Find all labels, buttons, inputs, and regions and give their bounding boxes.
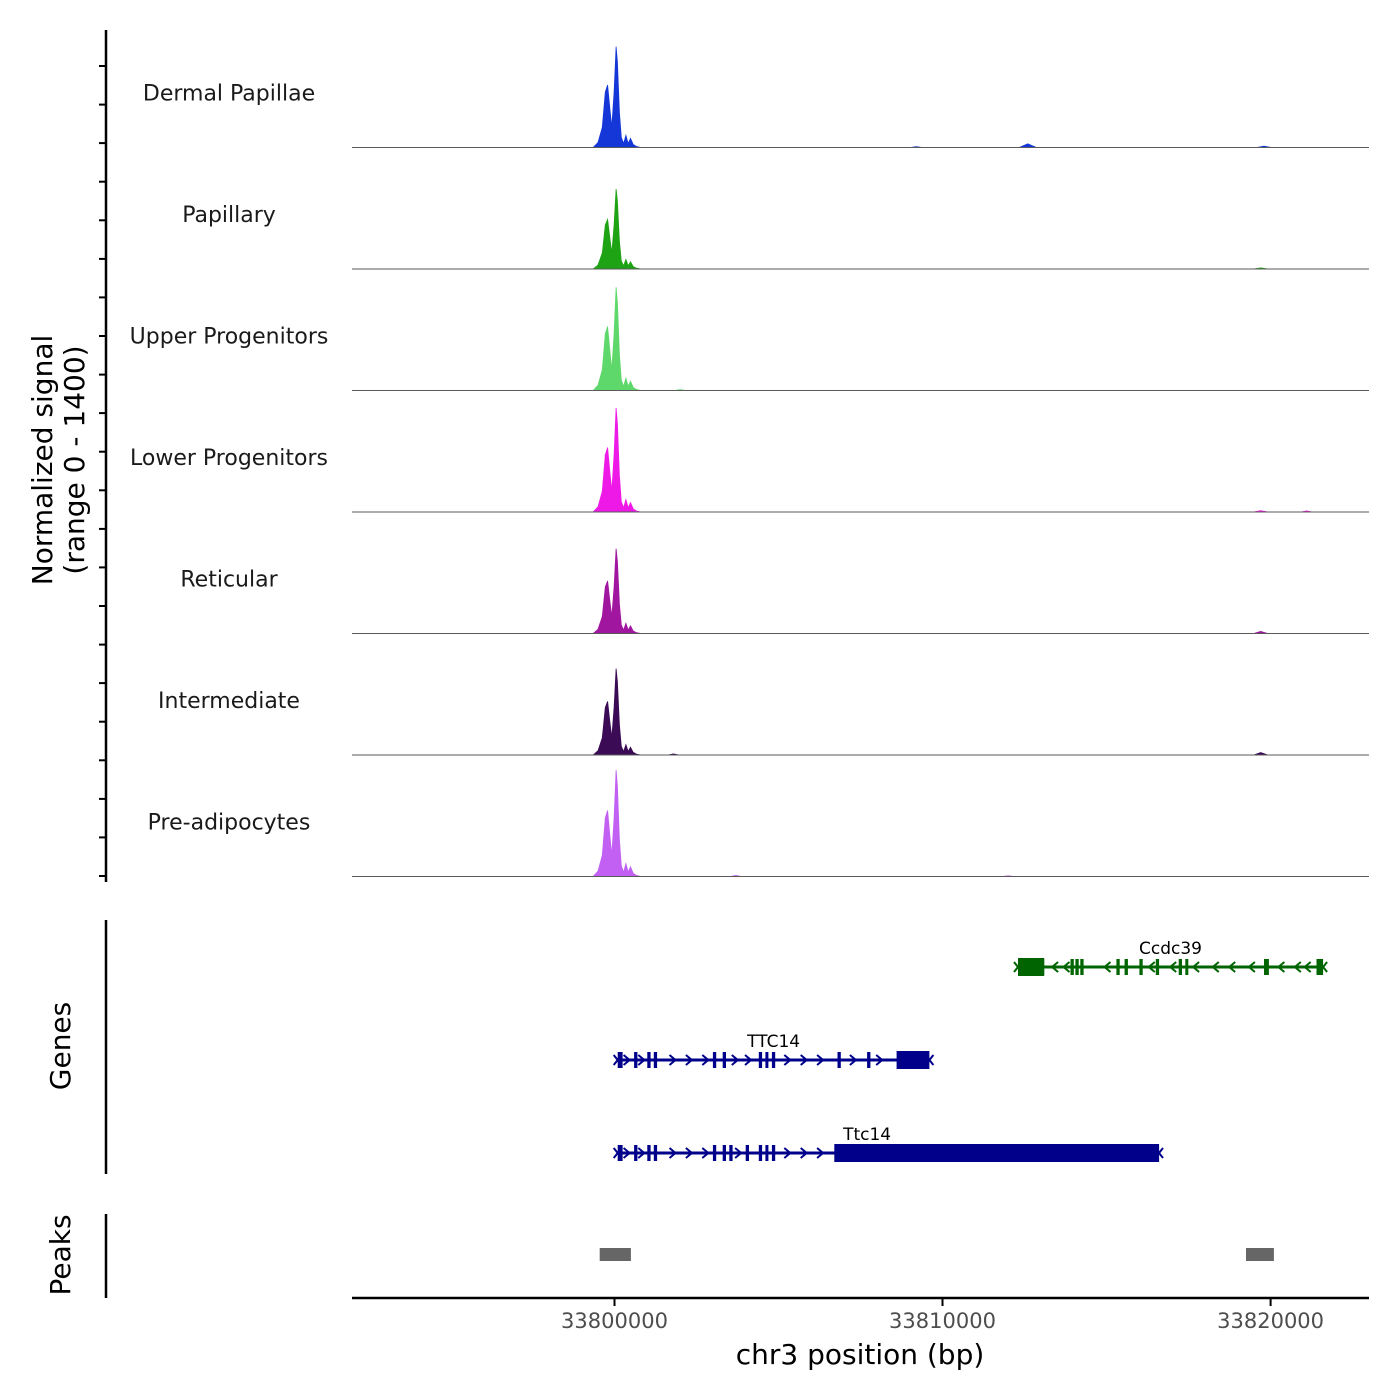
coverage-peak <box>593 189 641 269</box>
coverage-minor-peak <box>1020 144 1036 148</box>
gene-exon <box>713 1145 716 1161</box>
gene-exon <box>772 1052 775 1068</box>
gene-exon <box>647 1145 650 1161</box>
gene-exon <box>1179 959 1182 975</box>
gene-exon <box>1125 959 1128 975</box>
coverage-peak <box>593 287 641 390</box>
gene-exon <box>1116 959 1119 975</box>
track-label: Lower Progenitors <box>130 446 328 471</box>
gene-exon <box>647 1052 650 1068</box>
gene-coding-block <box>897 1051 930 1069</box>
track-label: Dermal Papillae <box>143 82 315 107</box>
y-axis-title: Normalized signal (range 0 - 1400) <box>26 335 91 586</box>
coverage-track: Dermal Papillae <box>143 47 1369 148</box>
genome-browser-figure: Normalized signal (range 0 - 1400) Derma… <box>0 0 1400 1400</box>
gene-exon <box>838 1052 841 1068</box>
gene-exon <box>867 1052 870 1068</box>
genes-panel-title: Genes <box>44 1002 77 1090</box>
coverage-peak <box>593 549 641 634</box>
track-label: Pre-adipocytes <box>148 811 311 836</box>
coverage-track: Pre-adipocytes <box>148 770 1369 876</box>
gene-exon <box>1185 959 1188 975</box>
gene-exon <box>1075 959 1078 975</box>
peak-region <box>1246 1248 1274 1261</box>
y-axis-title-line2: (range 0 - 1400) <box>58 345 91 574</box>
coverage-track: Upper Progenitors <box>130 287 1369 390</box>
peak-region <box>600 1248 631 1261</box>
gene-coding-block <box>834 1144 1159 1162</box>
coverage-track: Papillary <box>182 189 1369 269</box>
track-label: Reticular <box>180 568 278 593</box>
coverage-peak <box>593 669 641 755</box>
peak-track <box>600 1248 1274 1261</box>
gene-exon <box>765 1145 768 1161</box>
gene-label: Ttc14 <box>842 1125 891 1145</box>
peaks-panel-title: Peaks <box>44 1214 77 1295</box>
gene-exon <box>713 1052 716 1068</box>
gene-exon <box>654 1145 657 1161</box>
gene-model: Ccdc39 <box>1014 939 1327 976</box>
gene-label: TTC14 <box>746 1032 800 1052</box>
y-axis-title-line1: Normalized signal <box>26 335 59 586</box>
coverage-tracks: Dermal Papillae Papillary Upper Progenitor… <box>130 47 1369 877</box>
track-label: Intermediate <box>158 689 300 714</box>
gene-model: Ttc14 <box>614 1125 1163 1162</box>
x-axis-title: chr3 position (bp) <box>736 1338 985 1371</box>
gene-exon <box>634 1052 637 1068</box>
gene-model: TTC14 <box>614 1032 934 1069</box>
coverage-peak <box>593 408 641 512</box>
coverage-track: Intermediate <box>158 669 1369 755</box>
coverage-peak <box>593 47 641 148</box>
gene-exon <box>1080 959 1083 975</box>
gene-exon <box>772 1145 775 1161</box>
x-tick-label: 33820000 <box>1217 1309 1324 1333</box>
x-tick-label: 33810000 <box>889 1309 996 1333</box>
coverage-track: Lower Progenitors <box>130 408 1369 512</box>
gene-exon <box>634 1145 637 1161</box>
gene-exon <box>765 1052 768 1068</box>
gene-exon <box>723 1052 726 1068</box>
gene-label: Ccdc39 <box>1139 939 1202 959</box>
gene-track: Ccdc39 TTC14 Ttc14 <box>614 939 1327 1162</box>
coverage-track: Reticular <box>180 549 1369 634</box>
gene-exon <box>1156 959 1159 975</box>
coverage-peak <box>593 770 641 876</box>
gene-exon <box>1264 959 1269 975</box>
gene-exon <box>759 1145 762 1161</box>
gene-exon <box>723 1145 726 1161</box>
gene-exon <box>729 1145 732 1161</box>
gene-coding-block <box>1018 958 1044 976</box>
track-label: Upper Progenitors <box>130 325 329 350</box>
track-label: Papillary <box>182 203 276 228</box>
gene-exon <box>654 1052 657 1068</box>
x-tick-label: 33800000 <box>561 1309 668 1333</box>
gene-exon <box>1139 959 1142 975</box>
x-axis-ticks: 33800000 33810000 33820000 <box>561 1298 1324 1333</box>
gene-exon <box>1071 959 1074 975</box>
gene-exon <box>759 1052 762 1068</box>
gene-exon <box>746 1145 749 1161</box>
